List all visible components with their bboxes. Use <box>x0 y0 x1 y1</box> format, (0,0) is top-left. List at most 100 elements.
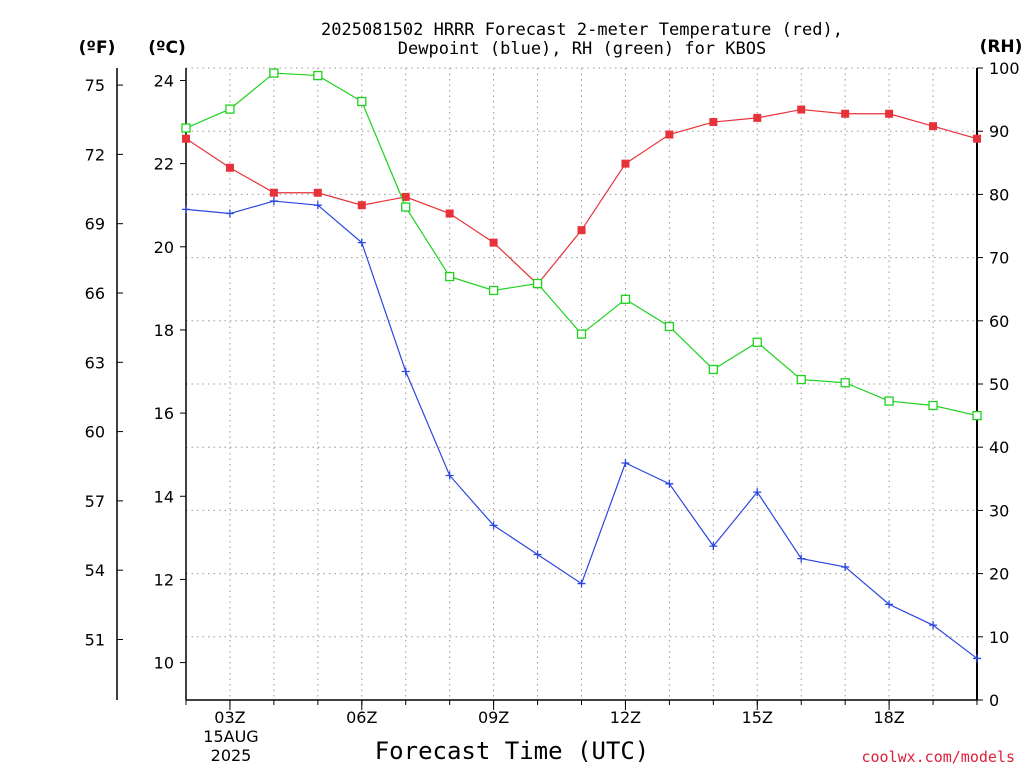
celsius-tick-label: 16 <box>154 404 174 423</box>
rh-tick-label: 80 <box>989 185 1009 204</box>
rh-data-point <box>928 400 938 411</box>
rh-data-point <box>488 285 499 296</box>
celsius-tick-label: 20 <box>154 238 174 257</box>
date-label-line2: 2025 <box>211 746 252 765</box>
temperature-data-point <box>225 163 234 172</box>
celsius-unit-label: (ºC) <box>148 38 186 58</box>
celsius-tick-label: 14 <box>154 487 174 506</box>
rh-data-point <box>972 410 982 421</box>
date-label-line1: 15AUG <box>203 727 258 746</box>
x-tick-label: 09Z <box>478 708 509 727</box>
source-credit: coolwx.com/models <box>861 748 1015 766</box>
rh-data-point <box>181 123 191 133</box>
temperature-data-point <box>929 122 938 131</box>
temperature-data-point <box>357 201 366 210</box>
dewpoint-data-point <box>665 479 674 488</box>
rh-data-point <box>840 378 850 388</box>
rh-tick-label: 20 <box>989 565 1009 584</box>
rh-data-point <box>708 364 718 375</box>
rh-data-point <box>313 70 323 81</box>
temperature-data-point <box>665 130 674 139</box>
rh-tick-label: 90 <box>989 122 1009 141</box>
fahrenheit-tick-label: 60 <box>85 423 105 442</box>
rh-tick-label: 60 <box>989 312 1009 331</box>
temperature-data-point <box>445 209 454 218</box>
rh-data-point <box>576 329 587 339</box>
dewpoint-data-point <box>182 205 190 214</box>
rh-data-point <box>269 68 279 78</box>
dewpoint-data-point <box>709 542 718 551</box>
x-tick-label: 12Z <box>610 708 641 727</box>
temperature-data-point <box>753 113 762 122</box>
dewpoint-data-point <box>885 600 894 609</box>
dewpoint-data-point <box>577 579 586 588</box>
dewpoint-data-point <box>401 367 410 376</box>
rh-data-point <box>664 321 675 332</box>
fahrenheit-tick-label: 69 <box>85 215 105 234</box>
x-tick-label: 06Z <box>346 708 377 727</box>
rh-tick-label: 70 <box>989 249 1009 268</box>
rh-data-point <box>532 278 543 289</box>
dewpoint-data-point <box>489 521 498 530</box>
rh-data-point <box>620 294 631 304</box>
dewpoint-data-point <box>225 209 234 218</box>
temperature-data-point <box>973 134 981 143</box>
temperature-data-point <box>621 159 630 168</box>
dewpoint-data-point <box>269 197 278 206</box>
celsius-tick-label: 22 <box>154 155 174 174</box>
fahrenheit-tick-label: 57 <box>85 492 105 511</box>
x-tick-label: 15Z <box>742 708 773 727</box>
celsius-tick-label: 24 <box>154 71 174 90</box>
temperature-data-point <box>269 188 278 197</box>
dewpoint-data-point <box>621 459 630 467</box>
temperature-data-point <box>709 118 718 127</box>
celsius-tick-label: 18 <box>154 321 174 340</box>
rh-data-point <box>796 374 806 385</box>
rh-data-point <box>225 104 235 114</box>
rh-data-point <box>357 96 367 107</box>
fahrenheit-tick-label: 51 <box>85 630 105 649</box>
celsius-tick-label: 10 <box>154 654 174 673</box>
axes: 10 12 14 16 18 20 22 24 51 54 57 60 63 66 69 72 75 0 10 20 3… <box>85 59 1020 727</box>
dewpoint-data-point <box>533 550 542 559</box>
x-axis-label: Forecast Time (UTC) <box>375 737 650 765</box>
fahrenheit-unit-label: (ºF) <box>79 38 116 58</box>
dewpoint-data-point <box>313 201 322 210</box>
dewpoint-series-line <box>185 200 978 659</box>
rh-data-point <box>752 337 762 347</box>
fahrenheit-tick-label: 66 <box>85 284 105 303</box>
temperature-data-point <box>313 188 322 197</box>
grid-lines <box>186 67 977 700</box>
chart-title-line1: 2025081502 HRRR Forecast 2-meter Tempera… <box>321 20 843 40</box>
dewpoint-data-point <box>973 654 981 663</box>
rh-tick-label: 30 <box>989 501 1009 520</box>
temperature-data-point <box>797 105 806 114</box>
rh-tick-label: 50 <box>989 375 1009 394</box>
dewpoint-data-point <box>445 471 454 480</box>
rh-data-point <box>445 271 455 282</box>
celsius-tick-label: 12 <box>154 570 174 589</box>
rh-data-point <box>884 396 894 406</box>
chart-title-line2: Dewpoint (blue), RH (green) for KBOS <box>398 39 766 59</box>
x-tick-label: 18Z <box>873 708 904 727</box>
x-tick-label: 03Z <box>214 708 245 727</box>
fahrenheit-tick-label: 72 <box>85 145 105 164</box>
fahrenheit-tick-label: 63 <box>85 353 105 372</box>
temperature-data-point <box>182 134 190 143</box>
rh-tick-label: 100 <box>989 59 1020 78</box>
dewpoint-data-point <box>841 562 850 571</box>
dewpoint-data-point <box>357 238 366 247</box>
fahrenheit-tick-label: 75 <box>85 76 105 95</box>
rh-tick-label: 40 <box>989 438 1009 457</box>
temperature-data-point <box>885 109 894 118</box>
fahrenheit-tick-label: 54 <box>85 561 105 580</box>
data-series <box>181 68 982 663</box>
temperature-data-point <box>401 192 410 201</box>
dewpoint-data-point <box>797 554 806 563</box>
rh-tick-label: 10 <box>989 628 1009 647</box>
temperature-data-point <box>841 109 850 118</box>
rh-tick-label: 0 <box>989 691 999 710</box>
rh-data-point <box>401 202 411 212</box>
dewpoint-data-point <box>753 488 762 497</box>
